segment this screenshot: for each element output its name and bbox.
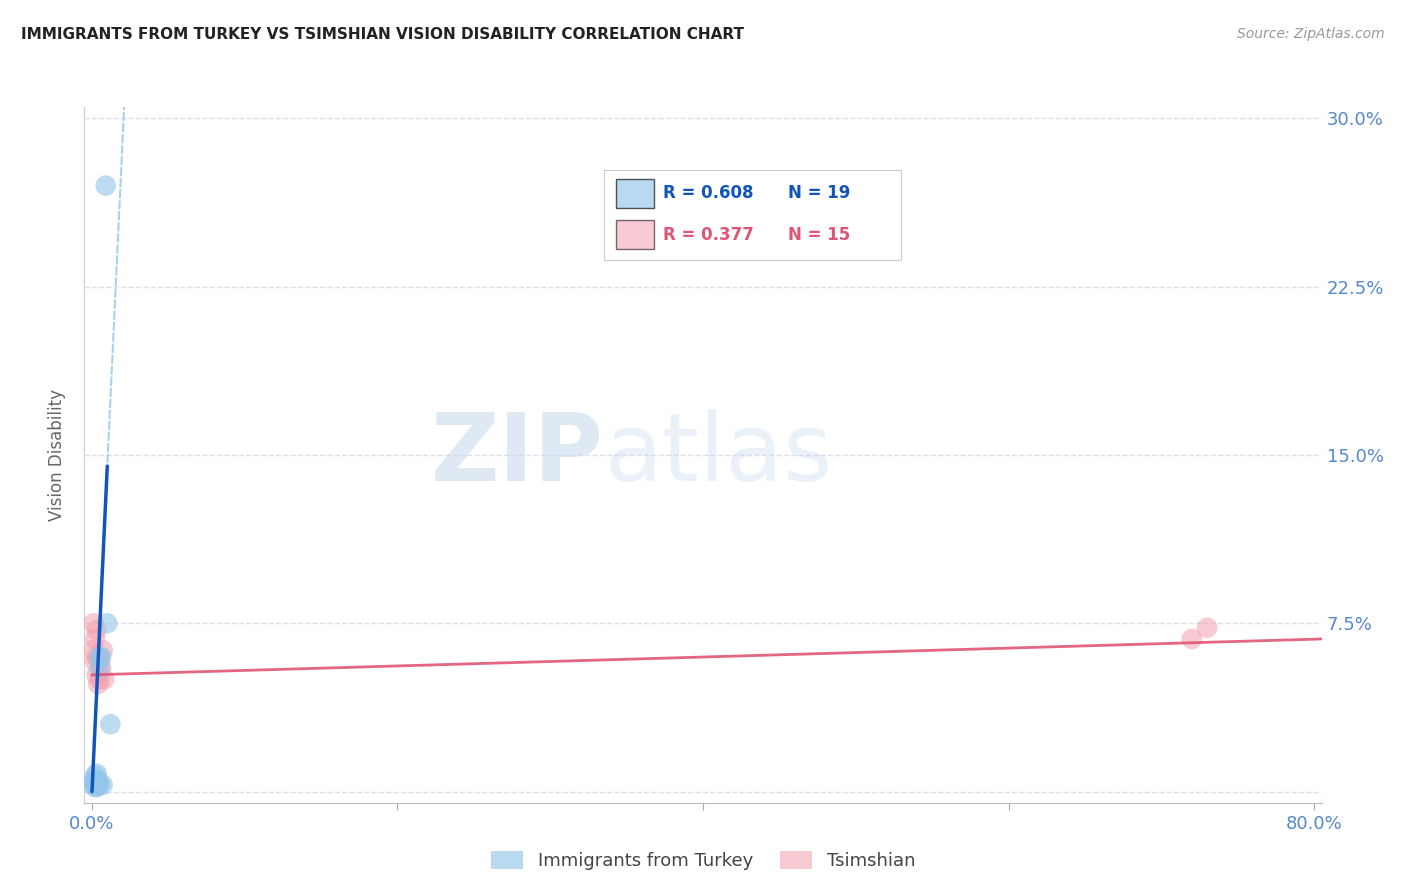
Point (90, 661, 112, 675)
Point (90, 649, 112, 664)
Point (89, 654, 111, 668)
Point (1181, 632, 1204, 646)
Text: ZIP: ZIP (432, 409, 605, 501)
Text: N = 19: N = 19 (789, 184, 851, 202)
Text: atlas: atlas (605, 409, 832, 501)
Text: R = 0.608: R = 0.608 (664, 184, 754, 202)
Point (83, 778, 105, 792)
Point (86, 780, 108, 794)
Point (89, 649, 111, 664)
Point (84, 632, 107, 646)
Point (98, 717, 121, 731)
Point (86, 773, 108, 788)
Legend: Immigrants from Turkey, Tsimshian: Immigrants from Turkey, Tsimshian (484, 844, 922, 877)
Point (84, 775, 107, 789)
Point (84, 769, 107, 783)
Point (84, 780, 107, 794)
Point (87, 778, 110, 792)
Point (83, 616, 105, 631)
FancyBboxPatch shape (616, 178, 655, 208)
Point (83, 773, 105, 788)
Point (89, 778, 111, 792)
Point (91, 643, 114, 657)
Point (86, 668, 108, 682)
Y-axis label: Vision Disability: Vision Disability (48, 389, 66, 521)
Point (87, 778, 110, 792)
Point (89, 673, 111, 687)
Text: R = 0.377: R = 0.377 (664, 226, 754, 244)
Point (1197, 621, 1219, 635)
Point (84, 654, 107, 668)
Point (87, 773, 110, 788)
Text: IMMIGRANTS FROM TURKEY VS TSIMSHIAN VISION DISABILITY CORRELATION CHART: IMMIGRANTS FROM TURKEY VS TSIMSHIAN VISI… (21, 27, 744, 42)
Point (93, 673, 115, 687)
Text: N = 15: N = 15 (789, 226, 851, 244)
Point (87, 677, 110, 691)
Point (83, 643, 105, 657)
Point (89, 661, 111, 675)
Point (94, 178, 117, 193)
Text: Source: ZipAtlas.com: Source: ZipAtlas.com (1237, 27, 1385, 41)
Point (91, 778, 114, 792)
Point (86, 766, 108, 780)
Point (86, 623, 108, 637)
Point (86, 649, 108, 664)
Point (96, 616, 118, 631)
FancyBboxPatch shape (616, 220, 655, 249)
